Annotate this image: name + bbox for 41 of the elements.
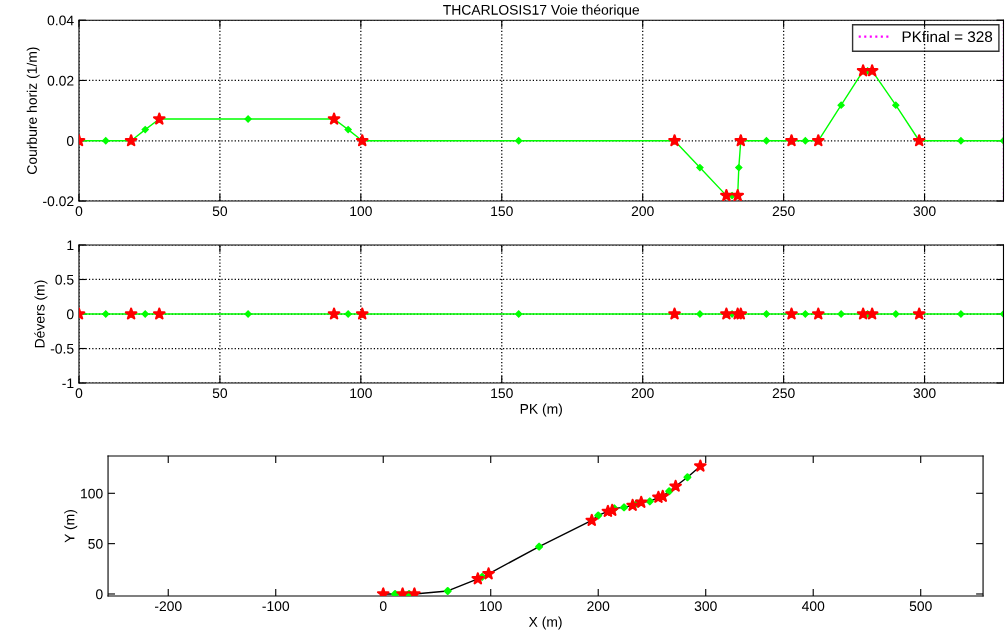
x-tick-label: 200 <box>587 601 610 612</box>
x-tick-label: 50 <box>212 206 228 217</box>
x-tick-label: 500 <box>909 601 932 612</box>
x-tick-label: 0 <box>75 388 83 399</box>
x-tick-label: 300 <box>694 601 717 612</box>
x-tick-label: 400 <box>801 601 825 612</box>
y-tick-label: 1 <box>67 240 74 251</box>
x-tick-label: 200 <box>631 388 654 399</box>
y-tick-label: -0.5 <box>50 343 74 354</box>
y-tick-label: 0 <box>66 309 74 320</box>
x-tick-label: 150 <box>491 388 513 399</box>
y-tick-label: 0 <box>66 136 74 146</box>
x-tick-label: 150 <box>491 206 513 217</box>
x-tick-label: 250 <box>772 388 795 399</box>
y-tick-label: 0.5 <box>55 274 74 285</box>
x-tick-label: 100 <box>350 206 372 217</box>
y-tick-label: 100 <box>81 488 103 499</box>
x-tick-label: 250 <box>772 206 795 217</box>
y-axis-title: Courbure horiz (1/m) <box>26 47 40 174</box>
x-axis-title: PK (m) <box>520 403 562 417</box>
x-tick-label: 100 <box>480 601 502 612</box>
y-tick-label: 0.02 <box>47 75 74 86</box>
y-tick-label: -0.02 <box>43 196 74 207</box>
y-tick-label: 0.04 <box>47 15 74 26</box>
x-tick-label: -100 <box>262 601 290 612</box>
y-axis-title: Y (m) <box>64 510 78 543</box>
ref-line-label: PKfinal = 328 <box>902 30 993 43</box>
y-axis-title: Dévers (m) <box>34 280 48 348</box>
x-tick-label: -200 <box>154 601 182 612</box>
y-tick-label: 0 <box>96 589 103 600</box>
x-tick-label: 100 <box>350 388 372 399</box>
y-tick-label: -1 <box>62 378 74 389</box>
chart-title: THCARLOSIS17 Voie théorique <box>443 4 640 18</box>
x-tick-label: 0 <box>379 601 387 612</box>
x-tick-label: 0 <box>75 206 83 217</box>
x-axis-title: X (m) <box>528 616 562 630</box>
x-tick-label: 300 <box>913 206 936 217</box>
x-tick-label: 300 <box>913 388 936 399</box>
x-tick-label: 50 <box>212 388 228 399</box>
x-tick-label: 200 <box>631 206 654 217</box>
y-tick-label: 50 <box>88 538 103 549</box>
